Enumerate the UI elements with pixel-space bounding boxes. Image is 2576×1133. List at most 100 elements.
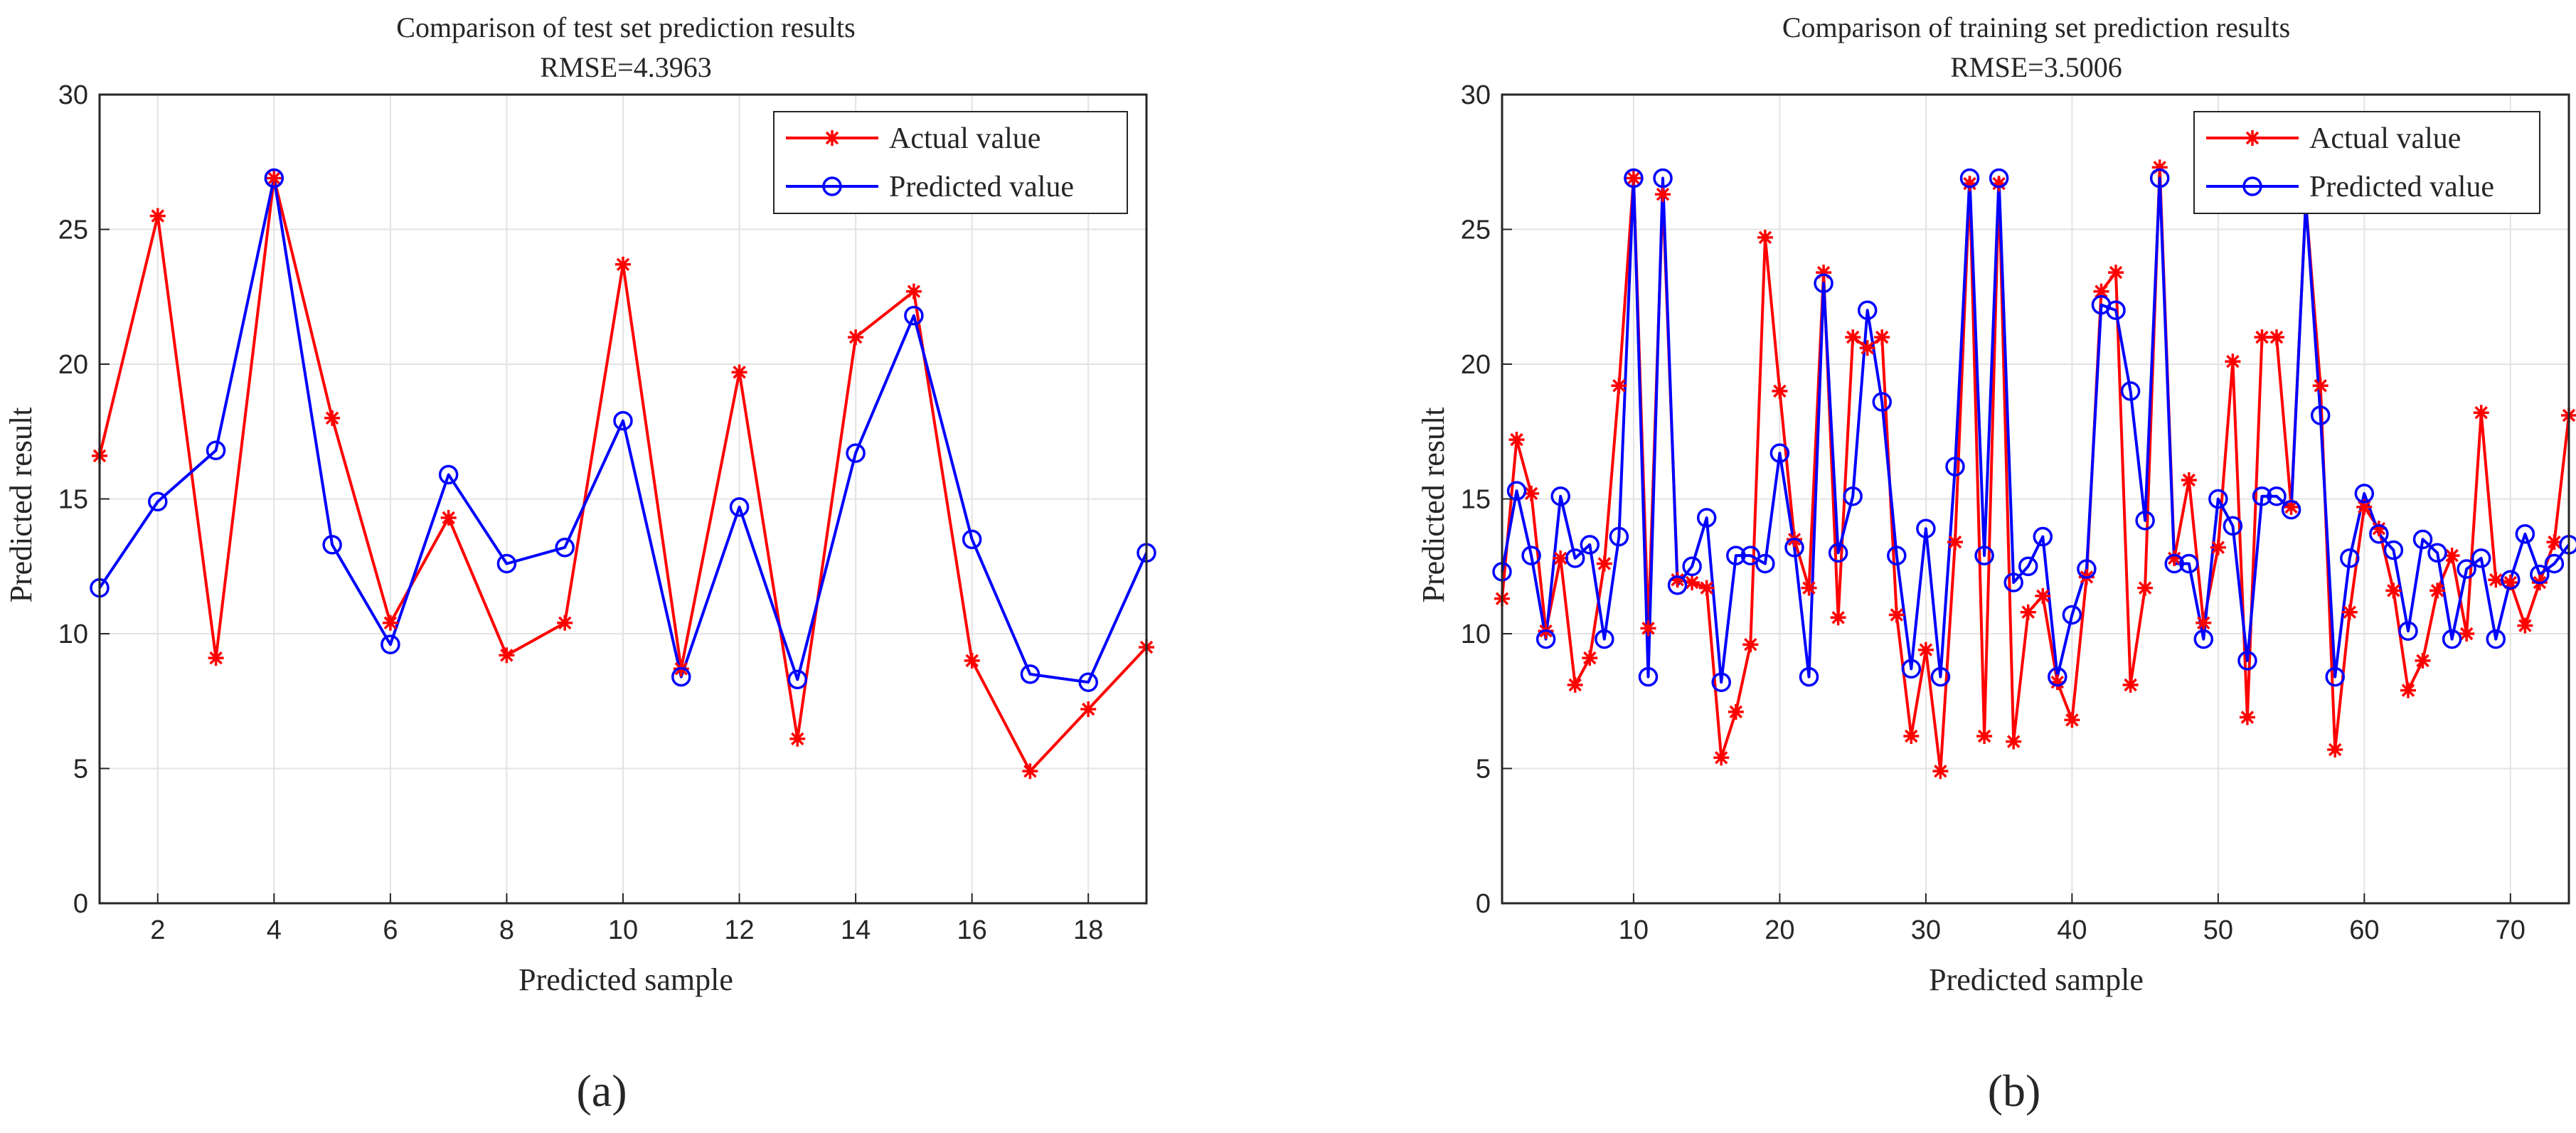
data-point-predicted (962, 529, 982, 550)
data-point-predicted (2237, 651, 2257, 671)
data-point-actual (1567, 677, 1583, 693)
data-point-actual (2400, 682, 2416, 698)
data-point-predicted (2340, 548, 2360, 568)
data-point-predicted (2267, 486, 2287, 506)
y-tick-label: 20 (58, 350, 88, 380)
data-point-actual (2488, 572, 2504, 588)
data-point-predicted (2179, 553, 2199, 574)
chart-title-a: Comparison of test set prediction result… (396, 11, 855, 43)
data-point-predicted (1784, 537, 1804, 558)
data-point-predicted (2383, 540, 2404, 560)
data-point-actual (1742, 637, 1759, 653)
data-point-actual (2122, 677, 2139, 693)
data-point-predicted (1667, 575, 1688, 595)
data-point-predicted (2164, 553, 2184, 574)
data-point-predicted (2471, 548, 2491, 568)
plot-area-b (1492, 159, 2576, 780)
x-tick-label: 50 (2203, 915, 2233, 945)
data-point-predicted (1020, 664, 1040, 684)
data-point-predicted (1799, 666, 1819, 687)
y-tick-label: 0 (73, 889, 88, 919)
data-point-actual (964, 652, 980, 669)
x-tick-label: 10 (1619, 915, 1649, 945)
data-point-actual (1917, 642, 1934, 658)
data-point-actual (1874, 329, 1890, 346)
data-point-actual (2473, 405, 2489, 421)
data-point-actual (1508, 432, 1525, 448)
data-point-actual (2269, 329, 2284, 346)
data-point-predicted (729, 497, 750, 517)
data-point-actual (2196, 615, 2212, 631)
data-point-actual (499, 647, 515, 664)
data-point-actual (557, 615, 573, 631)
data-point-predicted (1887, 546, 1907, 565)
data-point-actual (1728, 703, 1744, 720)
x-tick-label: 8 (499, 915, 514, 945)
data-point-predicted (1565, 548, 1585, 568)
x-tick-label: 16 (957, 915, 987, 945)
y-tick-label: 20 (1461, 350, 1491, 380)
data-point-predicted (2135, 511, 2155, 531)
data-point-actual (1596, 555, 1612, 572)
axes-box-a (98, 93, 1148, 905)
data-point-actual (2020, 604, 2036, 620)
data-point-actual (440, 510, 457, 526)
chart-panel-b: Comparison of training set prediction re… (1416, 11, 2576, 997)
data-point-actual (1523, 485, 1540, 501)
data-point-predicted (148, 491, 168, 512)
y-tick-label: 25 (1461, 216, 1491, 245)
data-point-predicted (2281, 499, 2301, 520)
data-point-actual (2035, 587, 2051, 604)
x-tick-label: 4 (267, 915, 282, 945)
legend-marker-actual-b (2245, 130, 2260, 146)
data-point-predicted (671, 666, 691, 687)
data-point-actual (1757, 229, 1773, 245)
data-point-predicted (438, 464, 459, 485)
data-point-predicted (2018, 556, 2038, 576)
panel-label-b: (b) (1988, 1065, 2041, 1116)
data-point-predicted (2369, 524, 2389, 544)
data-point-actual (208, 650, 224, 666)
data-point-predicted (1843, 486, 1863, 506)
legend-label-predicted-a: Predicted value (889, 171, 1074, 203)
data-point-predicted (2033, 526, 2053, 547)
data-point-actual (2385, 583, 2402, 599)
data-point-actual (848, 329, 864, 346)
y-tick-label: 30 (58, 80, 88, 110)
x-tick-label: 70 (2496, 915, 2526, 945)
data-point-predicted (2208, 489, 2228, 509)
x-tick-label: 30 (1911, 915, 1941, 945)
data-point-predicted (1580, 535, 1600, 555)
data-point-actual (1772, 383, 1788, 399)
data-point-predicted (1078, 672, 1098, 692)
data-point-actual (149, 208, 166, 224)
x-tick-label: 18 (1073, 915, 1103, 945)
legend-a: Actual value Predicted value (773, 111, 1128, 214)
data-point-actual (1080, 701, 1097, 718)
data-point-predicted (613, 410, 633, 431)
data-point-actual (1582, 650, 1598, 666)
panel-label-a: (a) (576, 1065, 627, 1116)
data-point-predicted (1682, 556, 1702, 576)
legend-label-predicted-b: Predicted value (2309, 171, 2494, 203)
chart-subtitle-b: RMSE=3.5006 (1950, 51, 2122, 83)
data-point-predicted (1916, 518, 1936, 538)
data-point-predicted (1857, 300, 1878, 320)
data-point-predicted (2048, 666, 2067, 687)
data-point-actual (324, 410, 341, 426)
data-point-actual (1625, 170, 1641, 186)
data-point-predicted (1550, 486, 1570, 506)
data-point-predicted (1740, 546, 1761, 565)
y-tick-label: 15 (1461, 485, 1491, 515)
data-point-predicted (1536, 629, 1556, 649)
chart-title-b: Comparison of training set prediction re… (1782, 11, 2290, 43)
data-point-predicted (2149, 168, 2170, 188)
data-point-predicted (1506, 481, 1527, 501)
data-point-predicted (1974, 546, 1994, 565)
data-point-predicted (322, 535, 342, 555)
legend-marker-actual-a (824, 130, 840, 146)
x-ticks-b: 10 20 30 40 50 60 70 (1619, 893, 2526, 945)
x-axis-label-b: Predicted sample (1929, 962, 2144, 997)
data-point-actual (2459, 626, 2475, 642)
